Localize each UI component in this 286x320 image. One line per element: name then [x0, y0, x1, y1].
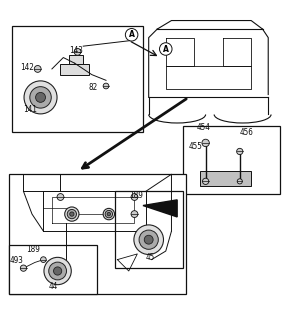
- Circle shape: [107, 212, 111, 216]
- Circle shape: [160, 43, 172, 55]
- Circle shape: [44, 257, 71, 285]
- Bar: [69, 55, 83, 64]
- Text: 141: 141: [23, 106, 37, 115]
- Circle shape: [139, 230, 158, 249]
- Circle shape: [237, 179, 242, 184]
- Circle shape: [144, 235, 153, 244]
- Text: A: A: [163, 44, 169, 53]
- Circle shape: [34, 66, 41, 72]
- Bar: [200, 172, 251, 186]
- Text: 493: 493: [9, 256, 23, 265]
- Circle shape: [70, 212, 74, 216]
- Text: 456: 456: [240, 128, 254, 137]
- Polygon shape: [143, 200, 177, 217]
- Text: 189: 189: [129, 191, 143, 200]
- Circle shape: [103, 83, 109, 89]
- Bar: [183, 126, 280, 194]
- Circle shape: [53, 267, 62, 275]
- Text: 454: 454: [197, 123, 211, 132]
- Bar: [60, 64, 89, 75]
- Circle shape: [35, 92, 45, 102]
- Circle shape: [20, 265, 27, 271]
- Text: 44: 44: [49, 282, 58, 291]
- Circle shape: [65, 207, 79, 221]
- Circle shape: [30, 87, 51, 108]
- Circle shape: [105, 210, 113, 218]
- Circle shape: [134, 225, 164, 254]
- Circle shape: [202, 178, 209, 184]
- Circle shape: [103, 208, 114, 220]
- Circle shape: [24, 81, 57, 114]
- Text: 82: 82: [89, 83, 98, 92]
- Circle shape: [41, 257, 46, 262]
- Circle shape: [67, 210, 76, 219]
- Bar: [9, 245, 98, 294]
- Circle shape: [237, 148, 243, 155]
- Circle shape: [125, 28, 138, 41]
- Circle shape: [131, 211, 138, 218]
- Circle shape: [74, 48, 81, 55]
- Circle shape: [49, 262, 67, 280]
- Text: 143: 143: [69, 46, 83, 55]
- Circle shape: [131, 194, 138, 200]
- Circle shape: [202, 139, 209, 147]
- Text: 455: 455: [188, 142, 202, 151]
- Text: A: A: [129, 30, 134, 39]
- Bar: [114, 191, 183, 268]
- Bar: [12, 26, 143, 132]
- Text: 45: 45: [146, 253, 155, 262]
- Text: 189: 189: [26, 245, 40, 254]
- Text: 142: 142: [21, 63, 35, 72]
- Circle shape: [57, 194, 64, 200]
- Bar: [9, 174, 186, 294]
